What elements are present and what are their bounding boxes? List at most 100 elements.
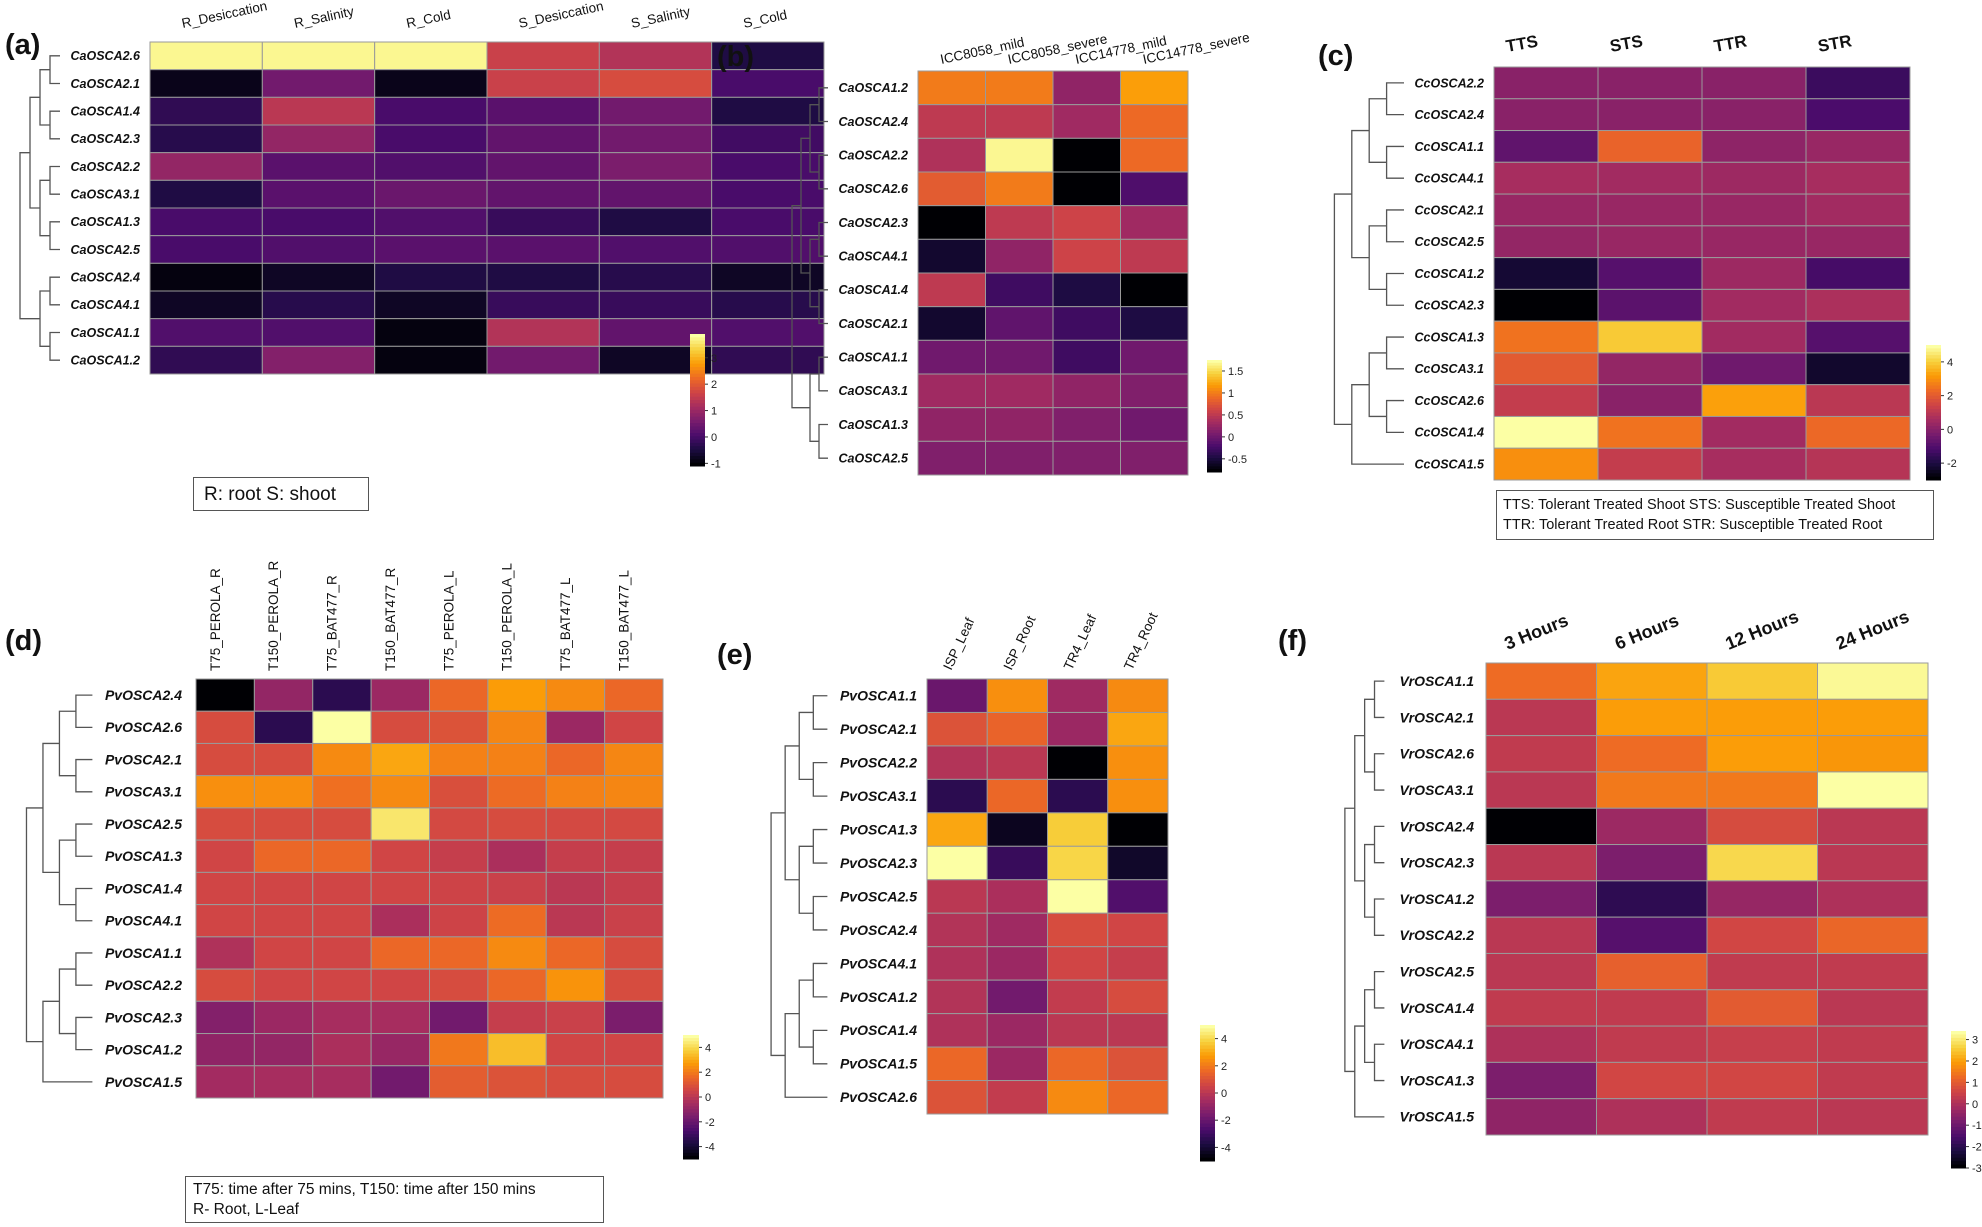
- legend-swatch: [1926, 463, 1941, 467]
- heatmap-cell-a-11-0: [149, 345, 263, 375]
- legend-swatch: [690, 386, 705, 391]
- legend-swatch: [683, 1152, 699, 1157]
- legend-swatch: [683, 1053, 699, 1058]
- legend-swatch: [1207, 416, 1222, 420]
- heatmap-cell-a-6-4: [598, 207, 713, 237]
- legend-tick-label-c-1: 2: [1947, 391, 1953, 403]
- dendrogram-branch: [1385, 82, 1404, 116]
- legend-swatch: [1200, 1055, 1215, 1060]
- heatmap-cell-d-12-0: [195, 1065, 255, 1099]
- dendrogram-branch: [784, 1012, 828, 1098]
- row-label-a-4: CaOSCA2.2: [71, 160, 141, 174]
- heatmap-cell-e-8-3: [1107, 946, 1169, 981]
- row-label-f-0: VrOSCA1.1: [1400, 673, 1475, 689]
- heatmap-cell-a-2-1: [261, 96, 376, 126]
- heatmap-cell-e-12-1: [986, 1080, 1048, 1115]
- row-label-a-2: CaOSCA1.4: [71, 105, 141, 119]
- heatmap-cell-c-0-2: [1701, 66, 1807, 100]
- heatmap-cell-a-8-4: [598, 262, 713, 292]
- legend-swatch: [1926, 375, 1941, 380]
- row-label-a-0: CaOSCA2.6: [71, 49, 142, 63]
- heatmap-cell-e-12-2: [1047, 1080, 1109, 1115]
- heatmap-cell-c-9-1: [1597, 352, 1703, 386]
- heatmap-cell-d-9-3: [370, 968, 430, 1002]
- heatmap-cell-e-11-3: [1107, 1046, 1169, 1082]
- legend-tick-label-a-0: 3: [711, 353, 717, 365]
- heatmap-cell-d-11-0: [195, 1033, 255, 1067]
- heatmap-cell-c-8-1: [1597, 320, 1703, 354]
- heatmap-cell-e-10-0: [926, 1013, 988, 1048]
- row-label-b-10: CaOSCA1.3: [839, 418, 909, 432]
- heatmap-cell-b-2-2: [1052, 137, 1121, 173]
- heatmap-cell-b-7-1: [985, 306, 1054, 341]
- legend-swatch: [1200, 1144, 1215, 1148]
- panel-label-c: (c): [1318, 40, 1353, 72]
- heatmap-panel-a: (a) CaOSCA2.6 CaOSCA2.1 CaOSCA1.4 CaOSCA2.3 C…: [5, 0, 825, 470]
- legend-swatch: [1207, 421, 1222, 425]
- heatmap-cell-b-4-3: [1120, 205, 1189, 240]
- legend-swatch: [1200, 1069, 1215, 1074]
- row-label-d-3: PvOSCA3.1: [105, 784, 182, 800]
- dendrogram-branch: [1363, 989, 1375, 1064]
- heatmap-cell-f-8-3: [1817, 952, 1929, 991]
- heatmap-cell-c-10-0: [1493, 384, 1599, 417]
- row-label-d-6: PvOSCA1.4: [105, 880, 182, 896]
- legend-swatch: [683, 1131, 699, 1135]
- heatmap-cell-d-3-1: [253, 775, 314, 809]
- heatmap-cell-b-10-1: [985, 407, 1054, 442]
- heatmap-cell-c-5-3: [1805, 225, 1911, 259]
- heatmap-cell-c-10-3: [1805, 384, 1911, 417]
- heatmap-cell-c-4-1: [1597, 193, 1703, 227]
- legend-swatch: [1926, 395, 1941, 400]
- legend-swatch: [1207, 393, 1222, 397]
- heatmap-cell-b-1-2: [1052, 104, 1121, 139]
- legend-tick-label-a-4: -1: [711, 458, 721, 470]
- heatmap-cell-d-4-5: [487, 807, 547, 841]
- note-panel-c-line-2: TTR: Tolerant Treated Root STR: Suscepti…: [1503, 517, 1883, 533]
- column-label-d-6: T75_BAT477_L: [558, 577, 573, 671]
- legend-swatch: [690, 452, 705, 457]
- heatmap-cell-b-9-0: [917, 373, 986, 409]
- heatmap-cell-d-5-7: [604, 839, 664, 873]
- legend-swatch: [1926, 469, 1941, 474]
- dendrogram-branch: [1354, 734, 1365, 882]
- heatmap-cell-b-3-3: [1120, 171, 1189, 207]
- column-label-f-0: 3 Hours: [1501, 610, 1571, 654]
- heatmap-cell-d-4-0: [195, 807, 255, 841]
- heatmap-cell-f-11-1: [1596, 1061, 1708, 1100]
- legend-swatch: [1951, 1154, 1966, 1159]
- heatmap-cell-c-2-2: [1701, 130, 1807, 163]
- column-label-d-5: T150_PEROLA_L: [500, 562, 515, 671]
- heatmap-cell-f-10-1: [1596, 1025, 1708, 1063]
- dendrogram-branch: [798, 979, 814, 1048]
- heatmap-cell-d-3-4: [429, 775, 489, 809]
- heatmap-cell-d-2-6: [545, 742, 606, 777]
- dendrogram-branch: [1385, 336, 1404, 370]
- heatmap-cell-e-1-0: [926, 711, 988, 747]
- heatmap-cell-d-4-3: [370, 807, 430, 841]
- column-label-e-1: ISP_Root: [1000, 613, 1038, 672]
- heatmap-cell-d-8-4: [429, 936, 489, 970]
- legend-swatch: [1200, 1045, 1215, 1050]
- legend-swatch: [690, 367, 705, 371]
- legend-swatch: [1926, 351, 1941, 356]
- legend-swatch: [1926, 368, 1941, 373]
- legend-swatch: [1200, 1031, 1215, 1036]
- heatmap-cell-d-10-1: [253, 1000, 314, 1035]
- heatmap-cell-a-8-3: [486, 262, 600, 292]
- heatmap-cell-d-6-7: [604, 871, 664, 906]
- dendrogram-branch: [812, 762, 828, 797]
- heatmap-cell-a-6-5: [711, 207, 825, 237]
- legend-swatch: [690, 350, 705, 355]
- legend-swatch: [1200, 1110, 1215, 1114]
- legend-swatch: [1207, 449, 1222, 453]
- heatmap-cell-b-10-3: [1120, 407, 1189, 442]
- legend-swatch: [1200, 1089, 1215, 1094]
- legend-swatch: [690, 363, 705, 368]
- dendrogram-branch: [1368, 352, 1387, 418]
- legend-swatch: [1926, 473, 1941, 478]
- legend-swatch: [690, 360, 705, 365]
- heatmap-cell-d-3-5: [487, 775, 547, 809]
- heatmap-cell-d-5-5: [487, 839, 547, 873]
